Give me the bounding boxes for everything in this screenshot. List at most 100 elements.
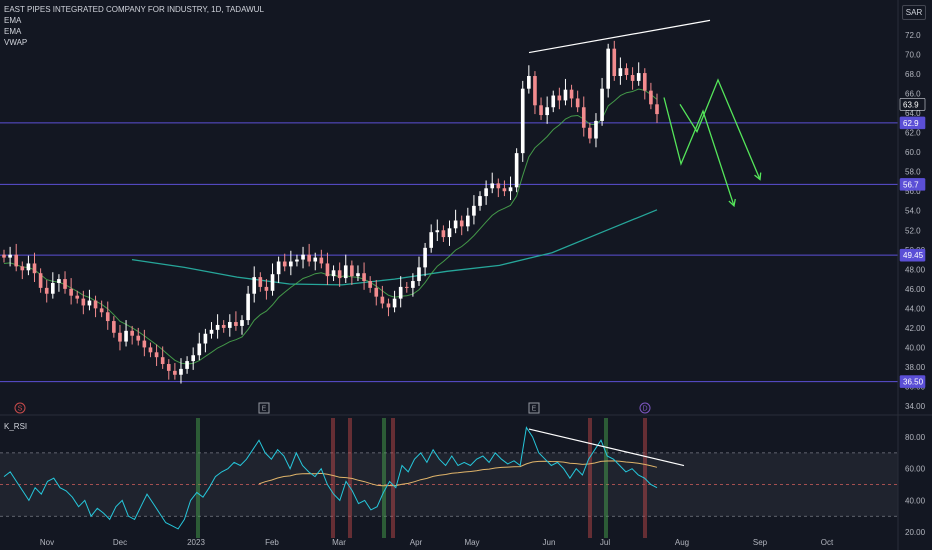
candle-body (69, 288, 73, 296)
candle-body (87, 300, 92, 306)
rsi-line (3, 426, 658, 530)
price-tick-label: 70.0 (905, 51, 921, 60)
event-marker-E (528, 402, 540, 414)
candle-body (301, 254, 305, 260)
candle-body (539, 105, 543, 116)
candle-body (362, 273, 366, 282)
rsi-legend-label[interactable]: K_RSI (4, 422, 28, 431)
candle-body (581, 107, 586, 128)
user-drawings (528, 19, 762, 208)
candle-body (246, 293, 250, 321)
candle-body (148, 347, 153, 353)
event-marker-label: S (18, 406, 23, 413)
candle-body (313, 257, 318, 262)
rsi-signal-bar (588, 418, 592, 538)
last-price-tag-bg (899, 98, 926, 111)
candlesticks (2, 40, 659, 384)
candle-body (594, 120, 598, 139)
candle-body (215, 324, 220, 330)
candle-body (618, 68, 623, 77)
candle-body (252, 277, 257, 294)
rsi-signal-bar (391, 418, 395, 538)
candle-body (496, 183, 501, 189)
price-trendline (528, 19, 711, 54)
vwap-path (3, 88, 658, 365)
price-tick-label: 40.00 (905, 343, 926, 352)
currency-button[interactable]: SAR (902, 5, 926, 20)
price-tick-label: 56.0 (905, 187, 921, 196)
price-tick-label: 34.00 (905, 402, 926, 411)
legend-ema-1[interactable]: EMA (4, 16, 22, 25)
candle-body (221, 324, 226, 328)
time-tick-label: Sep (753, 538, 768, 547)
candle-body (343, 265, 348, 279)
candle-body (411, 281, 415, 288)
event-marker-label: E (262, 406, 267, 413)
candle-body (429, 232, 434, 248)
ema-long-path (131, 209, 658, 286)
candle-body (435, 230, 440, 233)
candle-body (32, 263, 37, 274)
rsi-ma-line (258, 460, 658, 487)
candle-body (331, 270, 336, 277)
candle-body (44, 287, 49, 294)
candle-body (649, 90, 653, 105)
candle-body (160, 357, 165, 365)
candle-body (57, 279, 61, 283)
price-tags: 63.9 62.9 56.7 49.45 36.50 (899, 98, 926, 388)
candle-body (264, 286, 269, 291)
event-marker-E (258, 402, 270, 414)
candle-body (2, 254, 6, 258)
candle-body (325, 263, 330, 277)
candle-body (38, 273, 43, 288)
candle-body (307, 254, 311, 262)
level-price-tag-bg (899, 248, 926, 262)
time-tick-label: Oct (821, 538, 834, 547)
rsi-axis: 20.00 40.00 60.00 80.00 (905, 433, 926, 537)
price-tick-label: 60.0 (905, 148, 921, 157)
time-tick-label: Apr (410, 538, 423, 547)
candle-body (8, 254, 12, 258)
candle-body (191, 355, 196, 362)
candle-body (490, 183, 495, 189)
candle-body (514, 153, 519, 188)
candle-body (209, 329, 214, 334)
horizontal-levels (0, 122, 898, 383)
candle-body (270, 274, 275, 291)
vwap-line (3, 88, 658, 365)
candle-body (606, 48, 610, 89)
time-tick-label: Feb (265, 538, 279, 547)
price-tick-label: 58.0 (905, 168, 921, 177)
price-tick-label: 62.0 (905, 129, 921, 138)
candle-body (398, 286, 403, 299)
price-tick-label: 46.00 (905, 285, 926, 294)
projection-arrow (663, 97, 735, 207)
candle-body (51, 282, 55, 294)
event-marker-S (14, 402, 26, 414)
candle-body (282, 261, 287, 267)
level-price-tag-bg (899, 116, 926, 130)
candle-body (20, 266, 25, 271)
candle-body (642, 73, 647, 91)
time-tick-label: Aug (675, 538, 689, 547)
event-marker-label: D (642, 406, 647, 413)
candle-body (276, 261, 281, 275)
time-tick-label: Nov (40, 538, 54, 547)
candle-body (612, 48, 617, 77)
candle-body (136, 335, 141, 341)
event-marker-D (639, 402, 651, 414)
arrow-head (728, 198, 736, 208)
candle-body (154, 352, 159, 358)
arrow-head (754, 172, 762, 181)
legend-vwap[interactable]: VWAP (4, 38, 28, 47)
last-price-tag: 63.9 (903, 100, 919, 109)
time-tick-label: Dec (113, 538, 127, 547)
legend-ema-2[interactable]: EMA (4, 27, 22, 36)
candle-body (441, 230, 446, 238)
candle-body (551, 95, 556, 108)
candle-body (63, 279, 67, 289)
candle-body (569, 89, 574, 99)
candle-body (26, 263, 31, 271)
